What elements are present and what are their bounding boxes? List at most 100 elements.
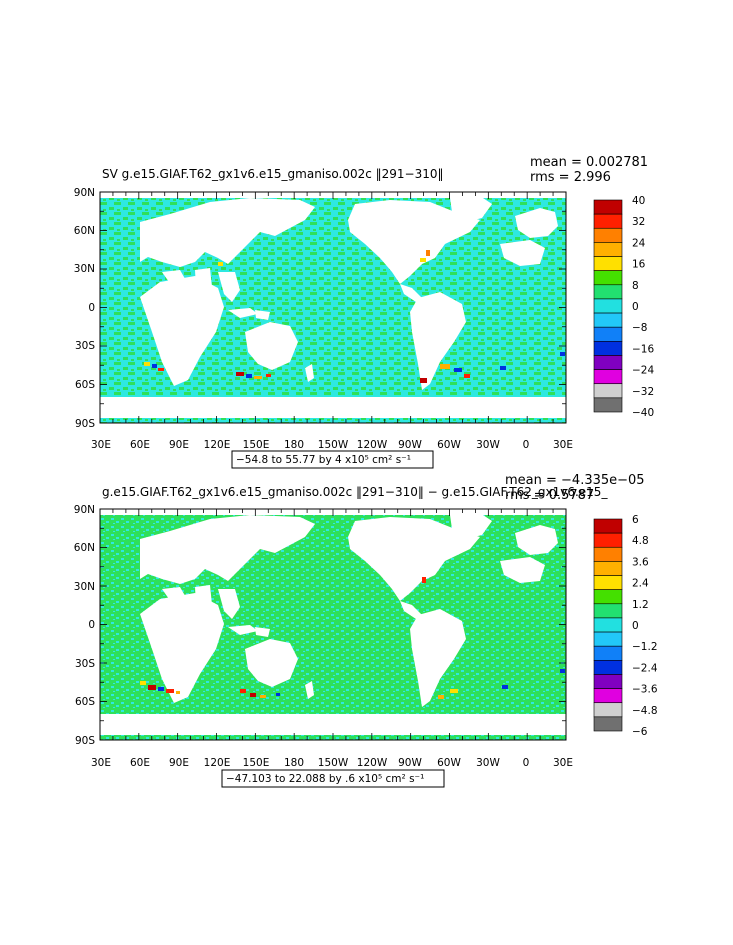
colorbar-label: 0 [632, 620, 639, 632]
colorbar-swatch [593, 589, 623, 605]
colorbar-swatch [593, 617, 623, 633]
colorbar-swatch [593, 716, 623, 732]
colorbar-swatch [593, 312, 623, 328]
lon-label: 90W [398, 439, 422, 451]
lon-label: 150W [318, 757, 349, 769]
colorbar-label: −1.2 [632, 641, 658, 653]
lon-label: 90W [398, 757, 422, 769]
colorbar-swatch [593, 383, 623, 399]
lon-label: 120W [357, 439, 388, 451]
map-panel-bottom [99, 508, 567, 741]
lon-label: 0 [523, 439, 530, 451]
colorbar-swatch [593, 369, 623, 385]
lat-label: 30N [74, 263, 95, 275]
colorbar-swatch [593, 603, 623, 619]
colorbar-swatch [593, 688, 623, 704]
colorbar-label: 8 [632, 280, 639, 292]
colorbar: 40 32 24 16 8 0 −8 −16 −24 −32 −40 [593, 195, 654, 419]
hotspots [144, 250, 565, 383]
lon-axis-labels: 30E 60E 90E 120E 150E 180 150W 120W 90W … [91, 439, 573, 451]
lon-label: 90E [169, 439, 189, 451]
lat-axis-labels: 90N 60N 30N 0 30S 60S 90S [74, 187, 96, 430]
lon-label: 150E [243, 439, 270, 451]
range-label: −54.8 to 55.77 by 4 x10⁵ cm² s⁻¹ [236, 454, 411, 466]
lat-label: 60S [75, 379, 95, 391]
colorbar-label: −3.6 [632, 684, 658, 696]
lon-label: 90E [169, 757, 189, 769]
colorbar-swatch [593, 270, 623, 286]
lat-label: 60N [74, 542, 95, 554]
lon-axis-labels: 30E 60E 90E 120E 150E 180 150W 120W 90W … [91, 757, 573, 769]
lon-label: 150W [318, 439, 349, 451]
colorbar-label: −24 [632, 365, 654, 377]
colorbar-swatch [593, 631, 623, 647]
colorbar-swatch [593, 227, 623, 243]
colorbar-label: −2.4 [632, 662, 658, 674]
mean-label: mean = −4.335e−05 [505, 473, 645, 488]
hotspots [140, 577, 565, 699]
lon-label: 180 [284, 757, 304, 769]
colorbar-swatch [593, 660, 623, 675]
lon-label: 30E [553, 757, 573, 769]
colorbar-swatch [593, 298, 623, 314]
colorbar-swatch [593, 532, 623, 548]
colorbar-label: 16 [632, 259, 646, 271]
colorbar-swatch [593, 284, 623, 300]
colorbar-swatch [593, 674, 623, 689]
colorbar-label: −8 [632, 322, 647, 334]
lat-label: 30S [75, 340, 95, 352]
colorbar-label: 0 [632, 301, 639, 313]
colorbar-label: 32 [632, 216, 645, 228]
colorbar-swatch [593, 326, 623, 342]
colorbar-label: 40 [632, 195, 645, 207]
colorbar: 6 4.8 3.6 2.4 1.2 0 −1.2 −2.4 −3.6 −4.8 −6 [593, 514, 658, 738]
range-box: −54.8 to 55.77 by 4 x10⁵ cm² s⁻¹ [231, 450, 434, 469]
lat-label: 60N [74, 225, 95, 237]
colorbar-swatch [593, 397, 623, 413]
panel-title: g.e15.GIAF.T62_gx1v6.e15_gmaniso.002c ‖2… [102, 485, 608, 499]
colorbar-swatch [593, 575, 623, 590]
colorbar-label: −32 [632, 386, 654, 398]
lat-label: 0 [88, 619, 95, 631]
lon-label: 30E [91, 439, 111, 451]
lon-label: 120E [204, 439, 231, 451]
colorbar-swatch [593, 518, 623, 534]
lat-axis-labels: 90N 60N 30N 0 30S 60S 90S [74, 504, 96, 747]
colorbar-label: 6 [632, 514, 639, 526]
colorbar-label: −6 [632, 726, 648, 738]
colorbar-swatch [593, 256, 623, 271]
lon-label: 30W [476, 757, 500, 769]
colorbar-swatch [593, 355, 623, 370]
range-label: −47.103 to 22.088 by .6 x10⁵ cm² s⁻¹ [226, 773, 424, 785]
lon-label: 150E [243, 757, 270, 769]
colorbar-label: 3.6 [632, 556, 649, 568]
lon-label: 180 [284, 439, 304, 451]
colorbar-swatch [593, 546, 623, 562]
colorbar-swatch [593, 341, 623, 356]
lat-label: 90N [74, 504, 95, 516]
colorbar-swatch [593, 199, 623, 215]
colorbar-swatch [593, 561, 623, 576]
axis-ticks [99, 191, 567, 424]
lat-label: 60S [75, 696, 95, 708]
lon-label: 120E [204, 757, 231, 769]
lon-label: 30E [91, 757, 111, 769]
rms-label: rms = 2.996 [530, 170, 611, 185]
colorbar-label: 1.2 [632, 599, 649, 611]
colorbar-swatch [593, 702, 623, 718]
colorbar-label: −16 [632, 343, 654, 355]
colorbar-label: 2.4 [632, 578, 649, 590]
colorbar-swatch [593, 213, 623, 229]
mean-label: mean = 0.002781 [530, 155, 648, 170]
axis-ticks [99, 508, 567, 741]
colorbar-label: −4.8 [632, 705, 658, 717]
lat-label: 90S [75, 418, 95, 430]
rms-label: rms = 0.5787 [505, 488, 594, 503]
colorbar-swatch [593, 645, 623, 661]
lon-label: 60W [437, 757, 461, 769]
lat-label: 0 [88, 302, 95, 314]
lon-label: 0 [523, 757, 530, 769]
lat-label: 30N [74, 581, 95, 593]
lon-label: 60E [130, 439, 150, 451]
